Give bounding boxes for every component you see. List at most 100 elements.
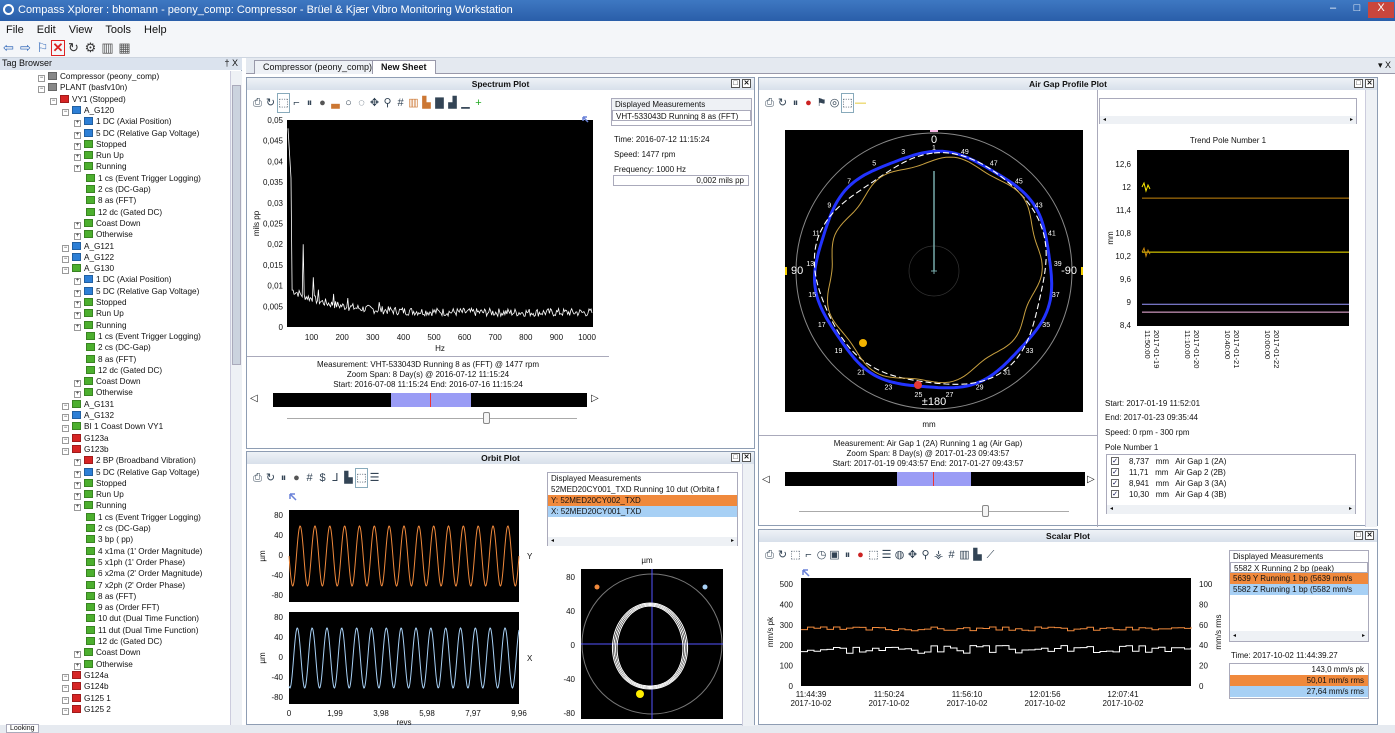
tree-item[interactable]: 11 dut (Dual Time Function) (86, 625, 198, 636)
close-window-button[interactable]: X (1368, 2, 1394, 18)
orbit-measurement-row-y[interactable]: Y: 52MED20CY002_TXD (548, 495, 737, 506)
tree-item[interactable]: + Run Up (74, 308, 124, 319)
maximize-panel-button[interactable]: □ (731, 79, 740, 88)
tree-item[interactable]: − G123a (62, 433, 109, 444)
tree-item[interactable]: 12 dc (Gated DC) (86, 636, 162, 647)
close-panel-button[interactable]: ✕ (1365, 531, 1374, 540)
checkbox[interactable]: ✓ (1111, 479, 1119, 487)
tree-item[interactable]: + Otherwise (74, 229, 133, 240)
refresh-icon[interactable]: ↻ (776, 546, 789, 564)
expand-toggle-icon[interactable]: + (74, 493, 81, 500)
tab-new-sheet[interactable]: New Sheet (372, 60, 436, 74)
record-dot-icon[interactable]: ● (802, 94, 815, 112)
expand-toggle-icon[interactable]: + (74, 651, 81, 658)
orbit-polar-chart[interactable]: µm 80 40 0 -40 -80 (547, 555, 740, 726)
tree-item[interactable]: − Compressor (peony_comp) (38, 71, 159, 82)
expand-toggle-icon[interactable]: + (74, 324, 81, 331)
tree-item[interactable]: 12 dc (Gated DC) (86, 207, 162, 218)
expand-toggle-icon[interactable]: − (62, 437, 69, 444)
legend-row-air-gap-4[interactable]: ✓ 10,30 mm Air Gap 4 (3B) (1107, 489, 1355, 500)
checkbox[interactable]: ✓ (1111, 457, 1119, 465)
tree-item[interactable]: − A_G131 (62, 399, 114, 410)
tree-item[interactable]: 7 x2ph (2' Order Phase) (86, 580, 185, 591)
expand-toggle-icon[interactable]: + (74, 233, 81, 240)
tree-item[interactable]: − G125 2 (62, 704, 111, 715)
tree-item[interactable]: + Coast Down (74, 218, 141, 229)
cascade-icon[interactable]: ▟ (446, 94, 459, 112)
tree-item[interactable]: +5 DC (Relative Gap Voltage) (74, 467, 199, 478)
close-icon[interactable]: ✕ (51, 40, 65, 56)
tree-item[interactable]: 8 as (FFT) (86, 354, 136, 365)
tab-compressor[interactable]: Compressor (peony_comp) (254, 60, 381, 74)
layout-icon[interactable]: ☰ (368, 469, 381, 487)
refresh-icon[interactable]: ↻ (264, 469, 277, 487)
globe-icon[interactable]: ◍ (893, 546, 906, 564)
tree-item[interactable]: − A_G130 (62, 263, 114, 274)
tree-item[interactable]: 4 x1ma (1' Order Magnitude) (86, 546, 202, 557)
tree-item[interactable]: − VY1 (Stopped) (50, 94, 126, 105)
tree-item[interactable]: + Running (74, 320, 127, 331)
marker-icon[interactable]: ⚲ (381, 94, 394, 112)
expand-toggle-icon[interactable]: + (74, 154, 81, 161)
zoom-slider-track[interactable] (287, 418, 577, 419)
tree-item[interactable]: 8 as (FFT) (86, 591, 136, 602)
spectrum-chart[interactable]: 0,05 0,045 0,04 0,035 0,03 0,025 0,02 0,015 0,01… (247, 112, 609, 352)
pause-icon[interactable]: ⏸ (841, 546, 854, 564)
circle-icon[interactable]: ◎ (828, 94, 841, 112)
menu-file[interactable]: File (0, 21, 31, 36)
expand-toggle-icon[interactable]: − (38, 75, 45, 82)
peak-icon[interactable]: ▁ (459, 94, 472, 112)
zoom-box-icon[interactable]: ⬚ (277, 93, 290, 113)
legend-row-air-gap-1[interactable]: ✓ 8,737 mm Air Gap 1 (2A) (1107, 456, 1355, 467)
close-panel-button[interactable]: ✕ (742, 453, 751, 462)
ring-icon[interactable]: ◌ (355, 94, 368, 112)
settings-icon[interactable]: ⚙ (82, 38, 99, 58)
hscrollbar[interactable]: ◂ ▸ (1100, 116, 1356, 124)
close-panel-button[interactable]: ✕ (742, 79, 751, 88)
tree-item[interactable]: − A_G122 (62, 252, 114, 263)
flag-icon[interactable]: ⚑ (815, 94, 828, 112)
tree-item[interactable]: 1 cs (Event Trigger Logging) (86, 173, 201, 184)
tree-item[interactable]: − G123b (62, 444, 109, 455)
expand-toggle-icon[interactable]: − (62, 685, 69, 692)
expand-toggle-icon[interactable]: + (74, 312, 81, 319)
orbit-measurement-row[interactable]: 52MED20CY001_TXD Running 10 dut (Orbita … (548, 484, 737, 495)
chart-type-icon[interactable]: ▙ (971, 546, 984, 564)
legend-row-air-gap-3[interactable]: ✓ 8,941 mm Air Gap 3 (3A) (1107, 478, 1355, 489)
tree-item[interactable]: + Stopped (74, 139, 127, 150)
zoom-box-icon[interactable]: ⬚ (355, 468, 368, 488)
zoom-box-icon[interactable]: ⬚ (789, 546, 802, 564)
tree-item[interactable]: 2 cs (DC-Gap) (86, 184, 151, 195)
tree-item[interactable]: − PLANT (basfv10n) (38, 82, 127, 93)
orbit-waveform-chart[interactable]: 80 40 0 -40 -80 µm Y 80 40 0 -40 -80 µm X 0 1,99 3,98 5,9… (247, 492, 547, 726)
expand-toggle-icon[interactable]: + (74, 380, 81, 387)
pin-close-controls[interactable]: † X (224, 58, 238, 68)
scalar-measurement-row-y[interactable]: 5639 Y Running 1 bp (5639 mm/s (1230, 573, 1368, 584)
zoom-left-icon[interactable]: ◁ (762, 474, 770, 485)
zoom-window[interactable] (391, 393, 471, 407)
zoom-left-icon[interactable]: ◁ (250, 393, 258, 404)
tree-item[interactable]: − A_G132 (62, 410, 114, 421)
tree-item[interactable]: − G125 1 (62, 693, 111, 704)
expand-toggle-icon[interactable]: + (74, 165, 81, 172)
menu-edit[interactable]: Edit (31, 21, 63, 36)
tree-item[interactable]: + Running (74, 500, 127, 511)
tree-item[interactable]: 1 cs (Event Trigger Logging) (86, 512, 201, 523)
menu-view[interactable]: View (63, 21, 100, 36)
tree-item[interactable]: + Coast Down (74, 647, 141, 658)
bars-icon[interactable]: ▥ (958, 546, 971, 564)
expand-toggle-icon[interactable]: − (62, 425, 69, 432)
waterfall-icon[interactable]: ▙ (420, 94, 433, 112)
expand-toggle-icon[interactable]: + (74, 504, 81, 511)
maximize-button[interactable]: □ (1344, 2, 1370, 18)
grid-toggle-icon[interactable]: # (945, 546, 958, 564)
zoom-slider-thumb[interactable] (483, 412, 490, 424)
legend-row-air-gap-2[interactable]: ✓ 11,71 mm Air Gap 2 (2B) (1107, 467, 1355, 478)
expand-toggle-icon[interactable]: + (74, 471, 81, 478)
expand-toggle-icon[interactable]: − (62, 256, 69, 263)
marker-icon[interactable]: ⚲ (919, 546, 932, 564)
tree-item[interactable]: +2 BP (Broadband Vibration) (74, 455, 196, 466)
tree-item[interactable]: − A_G120 (62, 105, 114, 116)
chart-type-icon[interactable]: ▙ (342, 469, 355, 487)
